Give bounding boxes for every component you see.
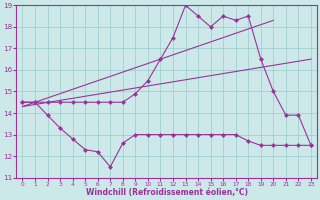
X-axis label: Windchill (Refroidissement éolien,°C): Windchill (Refroidissement éolien,°C) <box>86 188 248 197</box>
